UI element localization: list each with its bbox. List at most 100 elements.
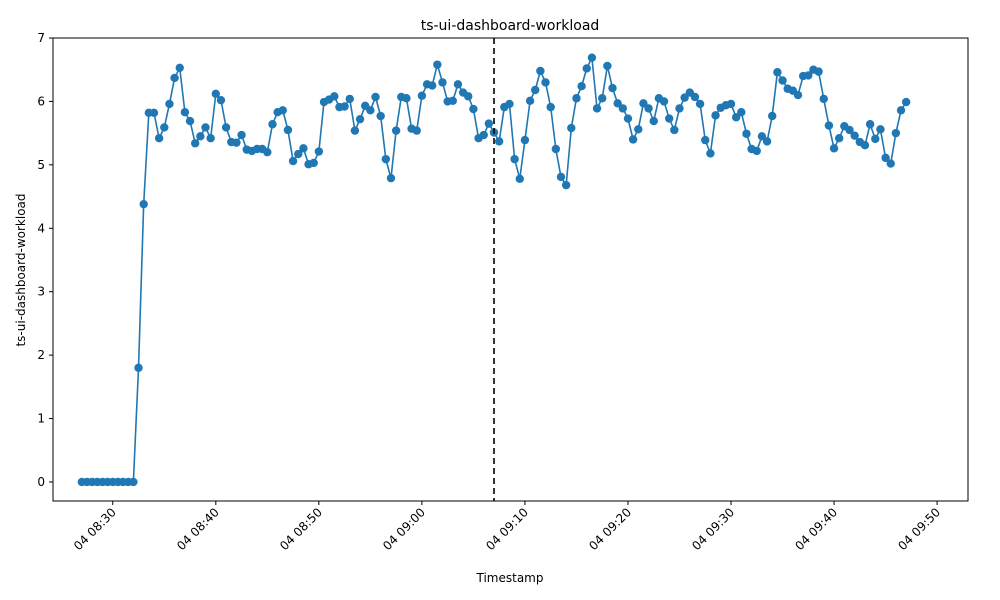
data-point bbox=[505, 99, 514, 109]
data-point bbox=[283, 125, 293, 135]
data-point bbox=[216, 95, 226, 105]
data-point bbox=[881, 153, 890, 163]
data-point bbox=[860, 140, 870, 150]
x-tick-label: 04 09:40 bbox=[792, 505, 840, 553]
data-point bbox=[613, 99, 622, 108]
data-point bbox=[814, 67, 823, 76]
data-point bbox=[206, 134, 215, 143]
data-point bbox=[340, 102, 349, 111]
data-point bbox=[448, 96, 457, 105]
data-point bbox=[479, 130, 488, 140]
data-point bbox=[701, 135, 710, 145]
data-point bbox=[371, 92, 380, 102]
data-point bbox=[551, 144, 561, 154]
data-point bbox=[232, 138, 241, 147]
data-point bbox=[139, 199, 148, 209]
y-axis-ticks: 0 1 2 3 4 5 6 7 bbox=[37, 31, 53, 489]
data-point bbox=[762, 137, 772, 146]
data-point bbox=[850, 131, 859, 140]
x-tick-label: 04 09:10 bbox=[483, 505, 531, 553]
data-point bbox=[427, 81, 437, 90]
data-point bbox=[154, 134, 164, 143]
data-point bbox=[592, 104, 602, 113]
data-point bbox=[737, 108, 746, 117]
data-point bbox=[824, 121, 834, 130]
data-point bbox=[726, 99, 736, 109]
data-point bbox=[175, 63, 184, 73]
data-point bbox=[520, 135, 530, 145]
data-point bbox=[598, 94, 607, 103]
data-point bbox=[525, 96, 535, 105]
data-point bbox=[618, 104, 628, 113]
y-tick-label: 4 bbox=[37, 221, 45, 235]
x-tick-label: 04 08:50 bbox=[277, 505, 325, 553]
data-point bbox=[201, 123, 210, 132]
data-point bbox=[134, 363, 143, 373]
data-point bbox=[541, 78, 550, 87]
data-point bbox=[639, 99, 648, 108]
chart-title: ts-ui-dashboard-workload bbox=[421, 18, 600, 34]
data-point bbox=[567, 123, 576, 133]
data-point bbox=[515, 174, 524, 183]
data-point bbox=[330, 92, 339, 101]
y-tick-label: 5 bbox=[37, 158, 45, 172]
data-point bbox=[345, 94, 354, 104]
data-point bbox=[603, 61, 612, 71]
data-point bbox=[278, 106, 287, 115]
data-point bbox=[871, 134, 880, 144]
data-point bbox=[711, 111, 720, 120]
data-point bbox=[778, 76, 787, 85]
data-point bbox=[706, 149, 715, 158]
data-point bbox=[752, 146, 761, 156]
data-point bbox=[510, 154, 519, 164]
data-point bbox=[572, 94, 581, 103]
x-tick-label: 04 08:30 bbox=[71, 505, 119, 553]
data-point bbox=[355, 114, 365, 124]
data-point bbox=[675, 104, 684, 113]
data-point bbox=[896, 106, 906, 115]
data-point bbox=[628, 135, 638, 144]
axes-frame bbox=[52, 37, 969, 502]
data-point bbox=[649, 116, 658, 126]
data-point bbox=[211, 89, 220, 99]
data-point bbox=[165, 99, 174, 109]
data-point bbox=[350, 126, 360, 135]
data-point bbox=[299, 144, 308, 153]
data-point bbox=[484, 119, 494, 128]
data-point bbox=[438, 78, 447, 87]
data-point bbox=[886, 159, 895, 168]
data-point bbox=[546, 102, 555, 112]
data-point bbox=[768, 111, 777, 121]
data-point bbox=[412, 126, 421, 135]
data-point bbox=[680, 93, 689, 102]
data-point bbox=[587, 53, 597, 62]
data-point bbox=[659, 97, 669, 106]
data-point bbox=[556, 172, 566, 182]
y-tick-label: 0 bbox=[37, 475, 45, 489]
y-tick-label: 7 bbox=[37, 31, 45, 45]
data-point bbox=[221, 123, 231, 132]
data-point bbox=[494, 137, 504, 146]
data-point bbox=[309, 158, 318, 168]
x-tick-label: 04 09:20 bbox=[586, 505, 634, 553]
data-point bbox=[402, 94, 411, 103]
data-point bbox=[268, 120, 277, 129]
x-tick-label: 04 09:50 bbox=[895, 505, 943, 553]
data-point bbox=[469, 104, 478, 114]
data-point bbox=[453, 80, 463, 89]
data-point bbox=[608, 83, 617, 93]
data-point bbox=[835, 134, 844, 143]
data-point bbox=[577, 82, 586, 91]
data-point bbox=[391, 126, 401, 135]
data-point bbox=[464, 92, 473, 101]
data-point bbox=[386, 173, 396, 183]
data-point bbox=[314, 147, 324, 156]
data-point bbox=[149, 108, 159, 118]
data-point bbox=[129, 477, 138, 487]
data-point bbox=[191, 139, 200, 148]
data-point bbox=[561, 180, 571, 190]
data-point bbox=[829, 144, 839, 153]
data-point bbox=[644, 104, 653, 113]
data-point bbox=[196, 132, 205, 141]
data-point bbox=[891, 128, 901, 138]
